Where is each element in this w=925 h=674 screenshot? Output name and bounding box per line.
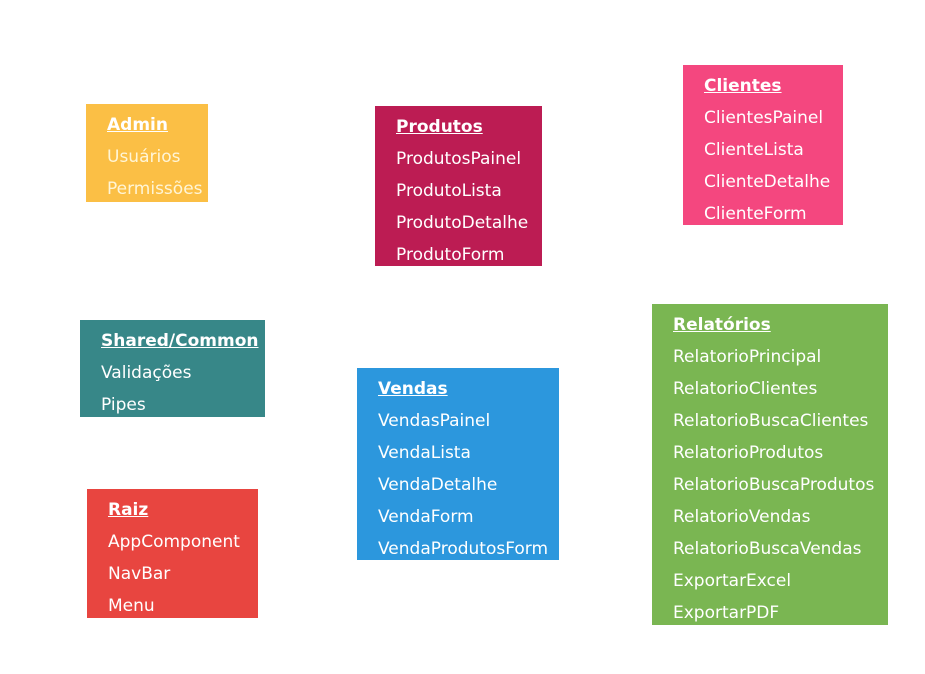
module-items-admin: Usuários Permissões xyxy=(107,141,208,205)
module-items-vendas: VendasPainel VendaLista VendaDetalhe Ven… xyxy=(378,405,559,565)
module-item: VendaProdutosForm xyxy=(378,539,549,559)
module-item: VendasPainel xyxy=(378,411,491,431)
module-item: ClientesPainel xyxy=(704,108,824,128)
module-box-admin: Admin Usuários Permissões xyxy=(86,104,208,202)
module-title-vendas: Vendas xyxy=(378,379,448,399)
module-item: ExportarPDF xyxy=(673,603,780,623)
module-title-relatorios: Relatórios xyxy=(673,315,771,335)
module-item: ClienteForm xyxy=(704,204,807,224)
module-item: Permissões xyxy=(107,179,203,199)
module-item: ClienteLista xyxy=(704,140,804,160)
module-box-shared: Shared/Common Validações Pipes xyxy=(80,320,265,417)
module-item: VendaLista xyxy=(378,443,471,463)
module-box-raiz: Raiz AppComponent NavBar Menu xyxy=(87,489,258,618)
module-item: ExportarExcel xyxy=(673,571,792,591)
module-box-relatorios: Relatórios RelatorioPrincipal RelatorioC… xyxy=(652,304,888,625)
module-item: RelatorioProdutos xyxy=(673,443,824,463)
module-item: VendaForm xyxy=(378,507,474,527)
module-box-produtos: Produtos ProdutosPainel ProdutoLista Pro… xyxy=(375,106,542,266)
module-items-raiz: AppComponent NavBar Menu xyxy=(108,526,258,622)
module-item: NavBar xyxy=(108,564,171,584)
module-item: RelatorioBuscaClientes xyxy=(673,411,869,431)
module-item: RelatorioBuscaProdutos xyxy=(673,475,875,495)
module-box-vendas: Vendas VendasPainel VendaLista VendaDeta… xyxy=(357,368,559,560)
module-item: RelatorioClientes xyxy=(673,379,818,399)
module-item: ProdutosPainel xyxy=(396,149,522,169)
module-item: RelatorioVendas xyxy=(673,507,811,527)
module-item: ProdutoDetalhe xyxy=(396,213,529,233)
module-item: Usuários xyxy=(107,147,181,167)
module-title-raiz: Raiz xyxy=(108,500,149,520)
module-items-produtos: ProdutosPainel ProdutoLista ProdutoDetal… xyxy=(396,143,542,271)
module-title-admin: Admin xyxy=(107,115,168,135)
module-item: Menu xyxy=(108,596,155,616)
module-items-shared: Validações Pipes xyxy=(101,357,265,421)
module-item: RelatorioPrincipal xyxy=(673,347,822,367)
module-box-clientes: Clientes ClientesPainel ClienteLista Cli… xyxy=(683,65,843,225)
module-item: ProdutoForm xyxy=(396,245,505,265)
module-item: ClienteDetalhe xyxy=(704,172,831,192)
module-title-clientes: Clientes xyxy=(704,76,782,96)
module-item: RelatorioBuscaVendas xyxy=(673,539,862,559)
module-item: AppComponent xyxy=(108,532,240,552)
module-item: VendaDetalhe xyxy=(378,475,498,495)
module-items-clientes: ClientesPainel ClienteLista ClienteDetal… xyxy=(704,102,843,230)
module-item: ProdutoLista xyxy=(396,181,502,201)
module-item: Pipes xyxy=(101,395,146,415)
module-item: Validações xyxy=(101,363,192,383)
module-items-relatorios: RelatorioPrincipal RelatorioClientes Rel… xyxy=(673,341,888,629)
module-title-shared: Shared/Common xyxy=(101,331,259,351)
module-title-produtos: Produtos xyxy=(396,117,483,137)
